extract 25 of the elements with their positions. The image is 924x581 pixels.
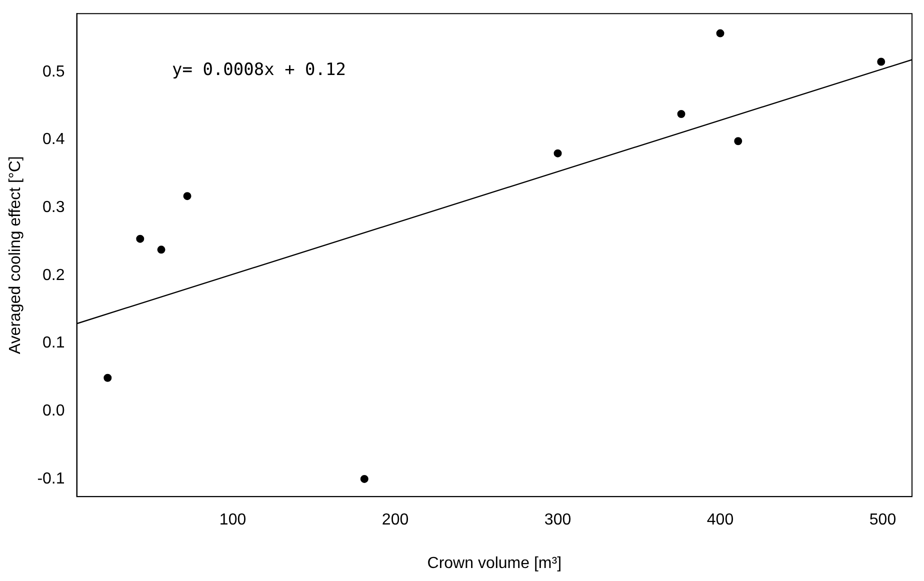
x-tick-label: 400 <box>706 512 734 529</box>
point <box>104 374 112 382</box>
point <box>554 149 562 158</box>
y-tick-label: 0.0 <box>42 402 65 420</box>
x-tick-label: 300 <box>544 512 572 529</box>
point <box>136 234 144 243</box>
point <box>877 58 886 66</box>
x-tick-label: 100 <box>219 512 246 529</box>
point <box>734 137 742 146</box>
y-tick-label: 0.3 <box>42 199 65 216</box>
y-tick-label: -0.1 <box>37 470 65 488</box>
point <box>677 110 686 118</box>
y-tick-label: 0.1 <box>42 334 65 352</box>
annotation: y= 0.0008x + 0.12 <box>172 60 346 80</box>
point <box>716 29 724 38</box>
y-tick-label: 0.4 <box>42 131 65 148</box>
x-tick-label: 200 <box>382 512 409 529</box>
point <box>183 192 192 200</box>
point <box>360 474 368 483</box>
x-axis-title: Crown volume [m³] <box>427 554 562 572</box>
y-tick-label: 0.5 <box>42 63 65 80</box>
y-axis-title: Averaged cooling effect [°C] <box>7 156 24 354</box>
y-tick-label: 0.2 <box>42 266 65 284</box>
point <box>157 246 166 254</box>
x-tick-label: 500 <box>869 512 896 529</box>
